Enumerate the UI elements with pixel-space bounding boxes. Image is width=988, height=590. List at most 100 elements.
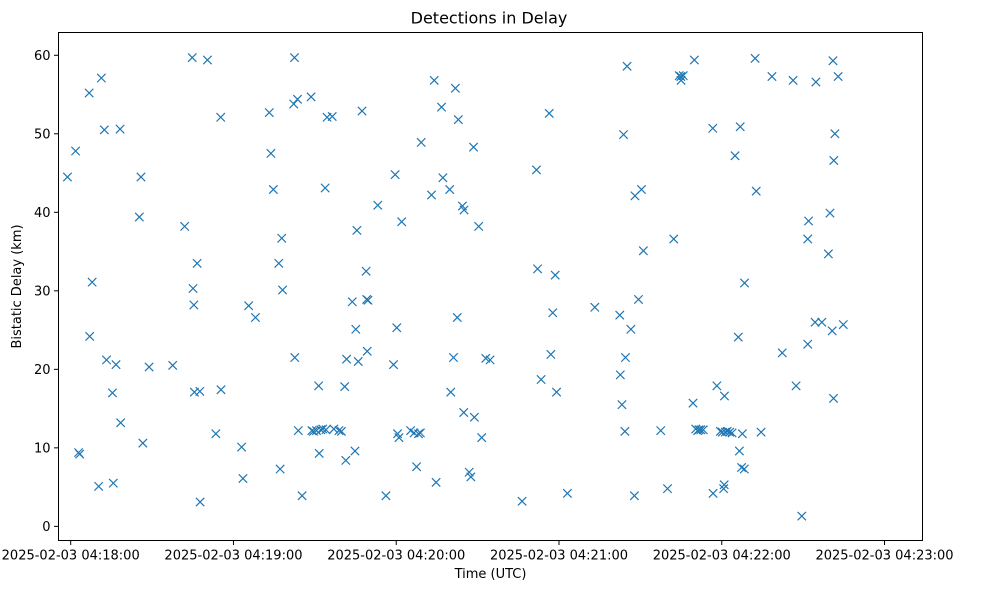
y-tick-label: 50 bbox=[34, 127, 51, 142]
data-point bbox=[397, 217, 407, 227]
data-point bbox=[676, 75, 686, 86]
data-point bbox=[633, 294, 644, 305]
x-axis-label: Time (UTC) bbox=[454, 567, 527, 582]
data-point bbox=[244, 301, 254, 311]
data-point bbox=[188, 283, 198, 294]
data-point bbox=[817, 317, 827, 327]
data-point bbox=[531, 165, 542, 175]
data-point bbox=[275, 464, 285, 474]
data-point bbox=[737, 429, 748, 439]
data-point bbox=[314, 448, 324, 458]
data-point bbox=[615, 310, 625, 320]
chart-title: Detections in Delay bbox=[411, 9, 568, 28]
data-point bbox=[708, 123, 718, 133]
data-point bbox=[289, 53, 300, 63]
data-point bbox=[438, 173, 448, 183]
data-point bbox=[468, 142, 479, 152]
data-point bbox=[289, 99, 299, 109]
x-tick-label: 2025-02-03 04:21:00 bbox=[490, 549, 628, 564]
data-point bbox=[390, 169, 400, 180]
data-point bbox=[838, 319, 848, 330]
data-point bbox=[314, 381, 324, 391]
data-point bbox=[111, 359, 121, 370]
data-point bbox=[698, 425, 708, 435]
data-point bbox=[144, 362, 154, 372]
data-point bbox=[756, 427, 766, 437]
data-point bbox=[466, 472, 476, 482]
data-point bbox=[266, 148, 276, 159]
data-point bbox=[477, 433, 487, 443]
data-point bbox=[268, 184, 278, 195]
data-point bbox=[719, 480, 729, 490]
data-point bbox=[727, 428, 737, 438]
y-tick-label: 20 bbox=[34, 363, 51, 378]
data-point bbox=[327, 111, 337, 122]
data-point bbox=[329, 424, 339, 434]
data-point bbox=[101, 355, 112, 365]
data-point bbox=[351, 324, 361, 334]
data-point bbox=[536, 374, 546, 385]
data-point bbox=[411, 462, 422, 472]
y-tick-label: 60 bbox=[34, 49, 51, 64]
data-point bbox=[825, 208, 835, 218]
data-point bbox=[306, 92, 316, 102]
data-point bbox=[448, 352, 459, 363]
data-point bbox=[115, 418, 126, 428]
data-point bbox=[308, 426, 319, 436]
data-point bbox=[788, 75, 798, 86]
data-point bbox=[791, 381, 801, 391]
data-point bbox=[180, 221, 190, 232]
data-point bbox=[394, 433, 404, 443]
data-point bbox=[517, 496, 527, 506]
data-point bbox=[392, 323, 402, 333]
data-point bbox=[626, 324, 636, 334]
data-point bbox=[361, 266, 371, 276]
data-point bbox=[474, 221, 484, 232]
data-point bbox=[676, 71, 686, 82]
data-point bbox=[187, 53, 197, 63]
data-point bbox=[277, 285, 288, 295]
data-point bbox=[617, 400, 627, 410]
data-point bbox=[297, 491, 307, 501]
data-point bbox=[452, 312, 462, 323]
data-point bbox=[829, 155, 839, 166]
data-point bbox=[70, 146, 81, 156]
y-tick-label: 30 bbox=[34, 284, 51, 299]
data-point bbox=[620, 352, 631, 363]
x-tick-label: 2025-02-03 04:23:00 bbox=[815, 549, 953, 564]
data-point bbox=[318, 424, 328, 434]
data-point bbox=[138, 438, 148, 448]
data-point bbox=[620, 426, 630, 436]
data-point bbox=[618, 129, 629, 140]
data-point bbox=[216, 385, 226, 395]
data-point bbox=[87, 277, 97, 287]
data-point bbox=[429, 75, 439, 86]
data-point bbox=[827, 326, 837, 336]
data-point bbox=[469, 412, 479, 422]
data-point bbox=[678, 71, 688, 81]
data-point bbox=[431, 477, 441, 488]
x-axis-ticks: 2025-02-03 04:18:00 2025-02-03 04:19:00 20… bbox=[2, 540, 954, 564]
data-point bbox=[293, 425, 303, 436]
data-point bbox=[803, 216, 814, 226]
data-point bbox=[719, 391, 730, 401]
data-point bbox=[453, 115, 463, 125]
data-point bbox=[689, 55, 699, 65]
data-point bbox=[413, 429, 424, 439]
data-point bbox=[459, 407, 469, 418]
x-tick-label: 2025-02-03 04:20:00 bbox=[327, 549, 465, 564]
data-point bbox=[336, 426, 347, 436]
data-point bbox=[115, 124, 125, 134]
data-point bbox=[96, 73, 106, 83]
data-point bbox=[810, 317, 820, 327]
data-point bbox=[725, 427, 735, 437]
data-point bbox=[189, 300, 199, 310]
data-point bbox=[99, 125, 109, 135]
data-point bbox=[363, 295, 373, 305]
data-point bbox=[75, 449, 85, 459]
data-point bbox=[777, 348, 787, 358]
data-point bbox=[277, 233, 287, 243]
data-point bbox=[426, 190, 437, 200]
data-point bbox=[615, 370, 625, 380]
data-point bbox=[548, 308, 558, 318]
